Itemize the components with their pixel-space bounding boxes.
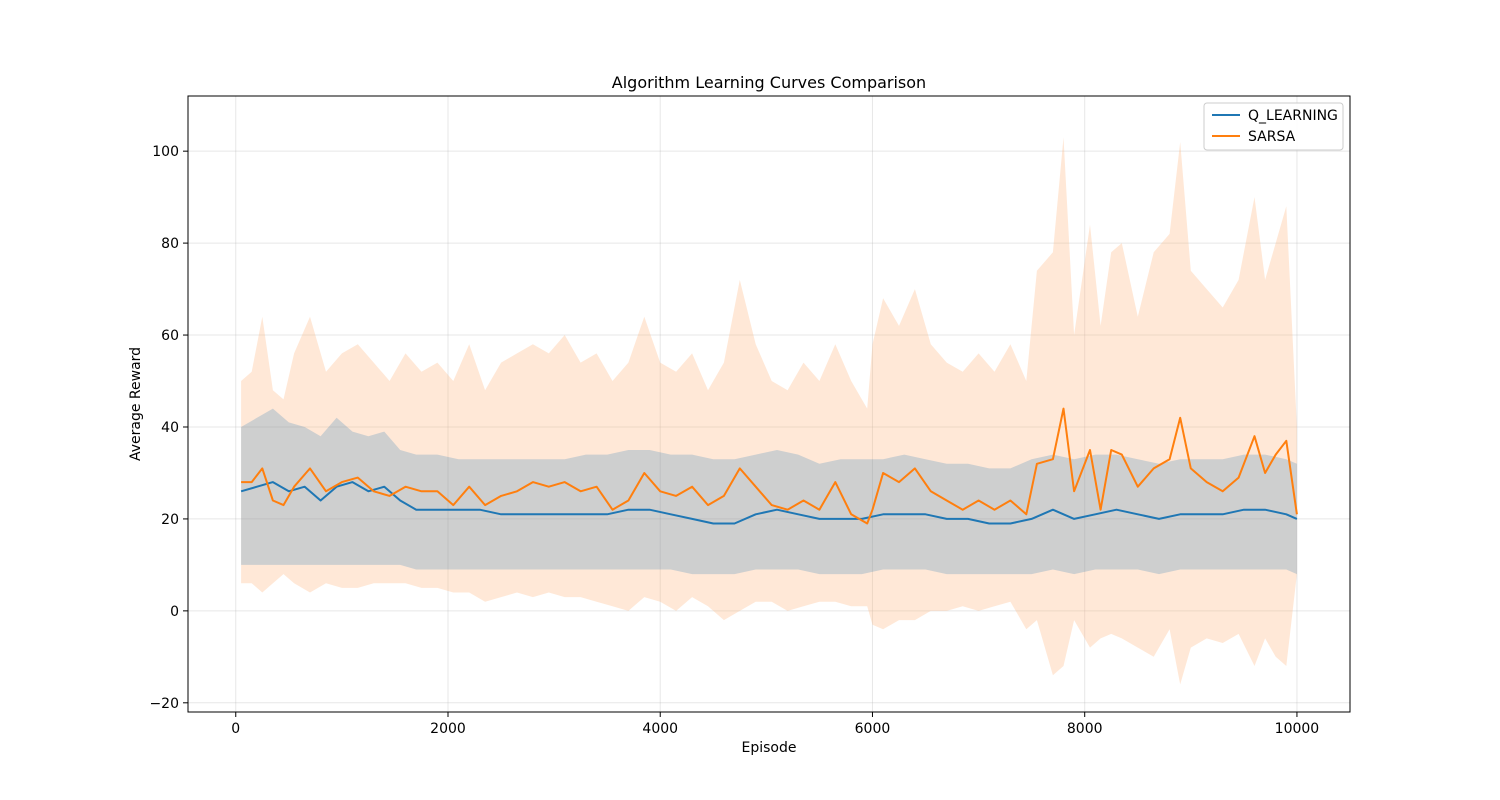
x-tick-label: 10000 bbox=[1275, 721, 1320, 737]
x-tick-label: 6000 bbox=[855, 721, 891, 737]
line-q-learning bbox=[240, 481, 1298, 525]
band-sarsa bbox=[241, 137, 1297, 685]
y-tick-label: 20 bbox=[161, 512, 179, 528]
x-tick-label: 4000 bbox=[642, 721, 678, 737]
band-q-learning bbox=[241, 408, 1297, 575]
x-axis-ticks: 0 2000 4000 6000 8000 10000 bbox=[231, 712, 1319, 737]
y-axis-ticks: −20 0 20 40 60 80 100 bbox=[149, 144, 188, 712]
y-tick-label: 80 bbox=[161, 236, 179, 252]
y-tick-label: 60 bbox=[161, 328, 179, 344]
chart-title: Algorithm Learning Curves Comparison bbox=[612, 73, 926, 92]
y-tick-label: 100 bbox=[152, 144, 179, 160]
line-sarsa bbox=[241, 407, 1298, 525]
x-axis-label: Episode bbox=[742, 740, 797, 756]
x-tick-label: 8000 bbox=[1067, 721, 1103, 737]
confidence-bands bbox=[241, 137, 1297, 685]
y-tick-label: −20 bbox=[149, 696, 179, 712]
legend: Q_LEARNING SARSA bbox=[1203, 102, 1344, 151]
y-tick-label: 0 bbox=[170, 604, 179, 620]
legend-label-sarsa: SARSA bbox=[1248, 129, 1296, 145]
series-lines bbox=[240, 407, 1298, 525]
x-tick-label: 0 bbox=[231, 721, 240, 737]
y-tick-label: 40 bbox=[161, 420, 179, 436]
x-tick-label: 2000 bbox=[430, 721, 466, 737]
grid bbox=[188, 96, 1350, 712]
legend-label-q-learning: Q_LEARNING bbox=[1248, 108, 1338, 124]
y-axis-label: Average Reward bbox=[128, 347, 144, 461]
plot-area-frame bbox=[187, 95, 1351, 713]
